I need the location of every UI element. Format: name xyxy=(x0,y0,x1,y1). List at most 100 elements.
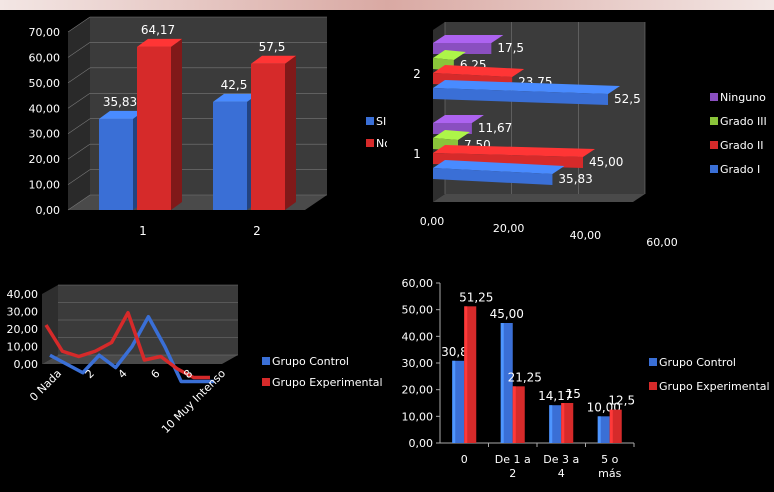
legend-swatch xyxy=(649,358,657,366)
legend-swatch xyxy=(710,165,718,173)
gridline-side xyxy=(67,118,91,134)
data-label: 52,5 xyxy=(614,92,641,106)
x-tick-label: De 1 a xyxy=(495,453,531,466)
y-tick-label: 0,00 xyxy=(14,358,39,371)
bar-top xyxy=(433,145,595,157)
legend-swatch xyxy=(262,378,270,386)
y-tick-label: 30,00 xyxy=(402,357,434,370)
x-tick-label: 20,00 xyxy=(493,222,525,235)
bar xyxy=(213,101,247,210)
gridline-side xyxy=(67,169,91,185)
y-tick-label: 10,00 xyxy=(7,341,39,354)
bar xyxy=(433,123,472,134)
data-label: 17,5 xyxy=(497,41,524,55)
bar-top xyxy=(433,130,470,140)
bar-highlight xyxy=(609,409,613,443)
legend-swatch xyxy=(710,93,718,101)
y-tick-label: 20,00 xyxy=(29,153,61,166)
side-wall xyxy=(68,17,90,210)
x-tick-label: 40,00 xyxy=(570,229,602,242)
data-label: 57,5 xyxy=(259,40,286,54)
data-label: 35,83 xyxy=(558,172,592,186)
data-label: 45,00 xyxy=(490,307,524,321)
legend-label: No xyxy=(376,137,387,150)
x-tick-label: 4 xyxy=(116,367,130,381)
y-tick-label: 0,00 xyxy=(36,204,61,217)
top-watermark-strip xyxy=(0,0,774,10)
chart-frecuencia: 0,0010,0020,0030,0040,0050,0060,0030,835… xyxy=(402,277,770,480)
bar-top xyxy=(137,38,182,47)
gridline-side xyxy=(67,143,91,160)
bar-top xyxy=(213,93,258,102)
x-tick-label: 1 xyxy=(139,224,147,238)
bar-highlight xyxy=(597,416,601,443)
y-tick-label: 1 xyxy=(413,147,421,161)
y-tick-label: 0,00 xyxy=(409,437,434,450)
legend-label: Grado I xyxy=(720,163,760,176)
y-tick-label: 50,00 xyxy=(29,77,61,90)
x-tick-label: 6 xyxy=(148,367,162,381)
chart-panel-si-no: 0,00 10,00 20,00 30,00 40,00 50,00 60,00 70,00 3… xyxy=(0,10,387,247)
chart-panel-intensidad: 0,00 10,00 20,00 30,00 40,00 0 Nada 2 4 6 8 10 Muy… xyxy=(0,247,387,492)
y-tick-label: 10,00 xyxy=(29,179,61,192)
bar-highlight xyxy=(549,405,553,443)
legend-label: Grado II xyxy=(720,139,763,152)
bar-top xyxy=(251,55,296,64)
y-tick-label: 40,00 xyxy=(7,288,39,301)
legend-swatch xyxy=(366,139,374,147)
chart-grados: 0,0020,0040,0060,0011,677,5045,0035,8311… xyxy=(413,22,767,247)
data-label: 11,67 xyxy=(478,121,512,135)
y-tick-label: 60,00 xyxy=(402,277,434,290)
side-wall xyxy=(42,285,58,364)
bar-top xyxy=(433,115,484,123)
gridline-side xyxy=(67,93,91,109)
legend-swatch xyxy=(366,117,374,125)
y-tick-label: 50,00 xyxy=(402,304,434,317)
data-label: 12,5 xyxy=(608,394,635,408)
floor xyxy=(433,194,645,202)
bar xyxy=(137,46,171,210)
x-tick-label: 2 xyxy=(509,467,516,480)
bar-highlight xyxy=(500,323,504,443)
legend-swatch xyxy=(710,141,718,149)
series-line xyxy=(44,311,210,380)
bar xyxy=(433,168,553,185)
series-line xyxy=(49,315,214,384)
legend-label: Grado III xyxy=(720,115,767,128)
floor xyxy=(42,355,238,364)
y-tick-label: 20,00 xyxy=(402,384,434,397)
legend-swatch xyxy=(262,357,270,365)
y-tick-label: 20,00 xyxy=(7,323,39,336)
data-label: 15 xyxy=(566,387,581,401)
data-label: 21,25 xyxy=(508,370,542,384)
x-tick-label: 0 xyxy=(461,453,468,466)
bar-top xyxy=(99,110,144,119)
data-label: 51,25 xyxy=(459,290,493,304)
x-tick-label: 60,00 xyxy=(646,236,678,247)
legend-swatch xyxy=(649,382,657,390)
data-label: 35,83 xyxy=(103,95,137,109)
bar-highlight xyxy=(452,360,456,443)
y-tick-label: 30,00 xyxy=(7,306,39,319)
legend-label: Grupo Control xyxy=(272,355,349,368)
y-tick-label: 40,00 xyxy=(402,330,434,343)
chart-panel-frecuencia: 0,00 10,00 20,00 30,00 40,00 50,00 60,00 30,83 5… xyxy=(387,247,774,492)
x-tick-label: 4 xyxy=(558,467,565,480)
data-label: 14,17 xyxy=(538,389,572,403)
bar-highlight xyxy=(464,306,468,443)
chart-si-no: 0,00 10,00 20,00 30,00 40,00 50,00 60,00 70,00 3… xyxy=(29,16,387,238)
chart-panel-grados: 0,00 20,00 40,00 60,00 11,67 7,50 45,00 35,83 1 1… xyxy=(387,10,774,247)
gridline-side xyxy=(67,42,91,58)
bar xyxy=(251,63,285,211)
legend-label: Grupo Experimental xyxy=(659,380,770,393)
legend-swatch xyxy=(710,117,718,125)
y-tick-label: 10,00 xyxy=(402,410,434,423)
y-tick-label: 2 xyxy=(413,67,421,81)
legend-label: Ninguno xyxy=(720,91,766,104)
gridline-side xyxy=(67,194,91,211)
y-tick-label: 40,00 xyxy=(29,102,61,115)
bar-top xyxy=(433,80,620,94)
bar-side xyxy=(171,38,182,210)
y-tick-label: 30,00 xyxy=(29,128,61,141)
